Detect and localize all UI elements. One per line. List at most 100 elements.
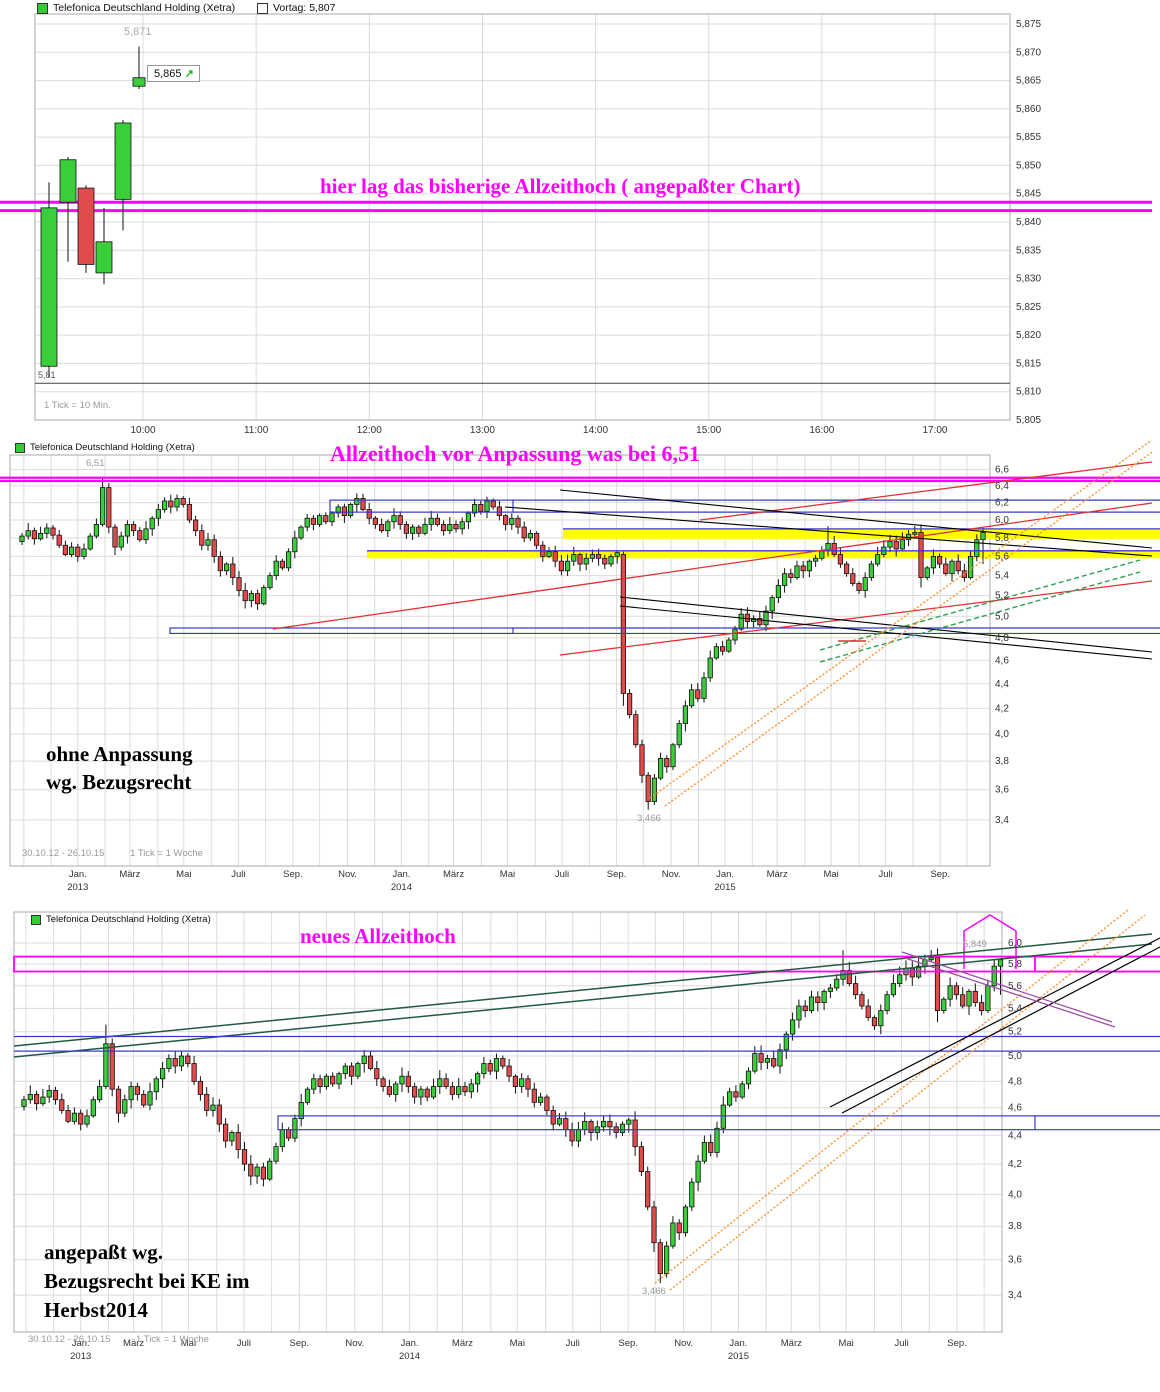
svg-text:Juli: Juli (566, 1338, 580, 1349)
svg-text:Mai: Mai (500, 869, 515, 880)
svg-text:5,6: 5,6 (995, 551, 1009, 562)
legend-swatch-white-icon (257, 2, 268, 14)
tick-note-bottom: 1 Tick = 1 Woche (136, 1334, 209, 1345)
svg-text:5,810: 5,810 (1016, 387, 1041, 398)
svg-text:6,6: 6,6 (995, 465, 1009, 476)
svg-text:März: März (443, 869, 464, 880)
svg-text:Mai: Mai (176, 869, 191, 880)
svg-text:5,870: 5,870 (1016, 47, 1041, 58)
svg-text:Mai: Mai (838, 1338, 853, 1349)
annotation-previous-ath: hier lag das bisherige Allzeithoch ( ang… (320, 174, 801, 198)
svg-text:12:00: 12:00 (357, 425, 382, 436)
svg-text:März: März (767, 869, 788, 880)
svg-text:Nov.: Nov. (338, 869, 357, 880)
svg-text:4,4: 4,4 (1008, 1130, 1022, 1141)
tick-note-top: 1 Tick = 10 Min. (44, 400, 111, 411)
svg-text:5,8: 5,8 (995, 533, 1009, 544)
svg-text:Juli: Juli (237, 1338, 251, 1349)
svg-text:2015: 2015 (728, 1351, 749, 1362)
legend-instrument-bottom: Telefonica Deutschland Holding (Xetra) (31, 914, 211, 925)
svg-text:10:00: 10:00 (130, 425, 155, 436)
svg-text:6,0: 6,0 (995, 515, 1009, 526)
svg-text:5,0: 5,0 (995, 611, 1009, 622)
legend-instrument-label: Telefonica Deutschland Holding (Xetra) (46, 914, 211, 925)
svg-text:5,860: 5,860 (1016, 104, 1041, 115)
svg-text:März: März (119, 869, 140, 880)
svg-text:4,4: 4,4 (995, 679, 1009, 690)
svg-text:Sep.: Sep. (618, 1338, 638, 1349)
low-price-label-bottom: 3,466 (642, 1286, 666, 1297)
svg-text:4,0: 4,0 (995, 729, 1009, 740)
svg-text:4,2: 4,2 (1008, 1159, 1022, 1170)
legend-vortag-label: Vortag: 5,807 (273, 2, 336, 14)
svg-text:5,850: 5,850 (1016, 160, 1041, 171)
svg-text:5,820: 5,820 (1016, 330, 1041, 341)
legend-instrument-label: Telefonica Deutschland Holding (Xetra) (53, 2, 236, 14)
svg-text:15:00: 15:00 (696, 425, 721, 436)
svg-text:6,4: 6,4 (995, 481, 1009, 492)
legend-swatch-green-icon (31, 914, 41, 925)
svg-text:5,825: 5,825 (1016, 302, 1041, 313)
legend-instrument-label: Telefonica Deutschland Holding (Xetra) (30, 442, 195, 453)
svg-text:5,835: 5,835 (1016, 245, 1041, 256)
svg-text:4,8: 4,8 (995, 633, 1009, 644)
svg-text:5,875: 5,875 (1016, 19, 1041, 30)
date-range-bottom: 30.10.12 - 26.10.15 (28, 1334, 111, 1345)
svg-text:Mai: Mai (823, 869, 838, 880)
annotation-adjusted-ke: angepaßt wg. Bezugsrecht bei KE im Herbs… (44, 1240, 250, 1322)
svg-text:2013: 2013 (70, 1351, 91, 1362)
svg-text:16:00: 16:00 (809, 425, 834, 436)
svg-text:11:00: 11:00 (244, 425, 269, 436)
svg-text:6,2: 6,2 (995, 498, 1009, 509)
svg-text:Sep.: Sep. (290, 1338, 310, 1349)
svg-text:5,815: 5,815 (1016, 358, 1041, 369)
svg-text:Mai: Mai (181, 1338, 196, 1349)
svg-text:2014: 2014 (391, 882, 412, 893)
annotation-new-ath: neues Allzeithoch (300, 924, 456, 948)
legend-swatch-green-icon (37, 2, 48, 14)
legend-swatch-green-icon (15, 442, 25, 453)
svg-text:Jan.: Jan. (729, 1338, 747, 1349)
svg-text:2013: 2013 (67, 882, 88, 893)
svg-text:5,2: 5,2 (995, 591, 1009, 602)
svg-text:4,6: 4,6 (995, 655, 1009, 666)
legend-vortag: Vortag: 5,807 (257, 2, 335, 14)
svg-text:5,4: 5,4 (1008, 1003, 1022, 1014)
svg-text:Nov.: Nov. (345, 1338, 364, 1349)
svg-text:5,6: 5,6 (1008, 981, 1022, 992)
up-arrow-icon: ↗ (184, 68, 194, 80)
svg-text:März: März (781, 1338, 802, 1349)
annotation-without-adjustment: ohne Anpassung wg. Bezugsrecht (46, 742, 193, 794)
tick-note-middle: 1 Tick = 1 Woche (130, 848, 203, 859)
vortag-line-label: 5,81 (38, 370, 56, 380)
svg-text:4,6: 4,6 (1008, 1103, 1022, 1114)
svg-text:Mai: Mai (510, 1338, 525, 1349)
svg-text:Jan.: Jan. (392, 869, 410, 880)
svg-text:4,0: 4,0 (1008, 1189, 1022, 1200)
svg-text:Sep.: Sep. (607, 869, 627, 880)
annotation-ath-before-adjustment: Allzeithoch vor Anpassung was bei 6,51 (330, 441, 700, 466)
svg-text:5,840: 5,840 (1016, 217, 1041, 228)
svg-text:5,855: 5,855 (1016, 132, 1041, 143)
svg-text:Jan.: Jan. (69, 869, 87, 880)
svg-text:5,830: 5,830 (1016, 274, 1041, 285)
peak-price-label: 6,51 (86, 458, 105, 469)
current-price-marker: 5,865 ↗ (147, 65, 200, 82)
svg-text:5,805: 5,805 (1016, 415, 1041, 426)
svg-text:3,4: 3,4 (995, 815, 1009, 826)
svg-text:Nov.: Nov. (662, 869, 681, 880)
svg-text:Jan.: Jan. (401, 1338, 419, 1349)
svg-text:17:00: 17:00 (922, 425, 947, 436)
svg-text:6,0: 6,0 (1008, 938, 1022, 949)
svg-text:2015: 2015 (715, 882, 736, 893)
date-range-middle: 30.10.12 - 26.10.15 (22, 848, 105, 859)
svg-text:Sep.: Sep. (283, 869, 303, 880)
low-price-label-middle: 3,466 (637, 813, 661, 824)
svg-text:4,2: 4,2 (995, 703, 1009, 714)
svg-text:Juli: Juli (894, 1338, 908, 1349)
svg-text:14:00: 14:00 (583, 425, 608, 436)
current-price-value: 5,865 (154, 68, 182, 80)
svg-text:Juli: Juli (231, 869, 245, 880)
legend-instrument-middle: Telefonica Deutschland Holding (Xetra) (15, 442, 195, 453)
